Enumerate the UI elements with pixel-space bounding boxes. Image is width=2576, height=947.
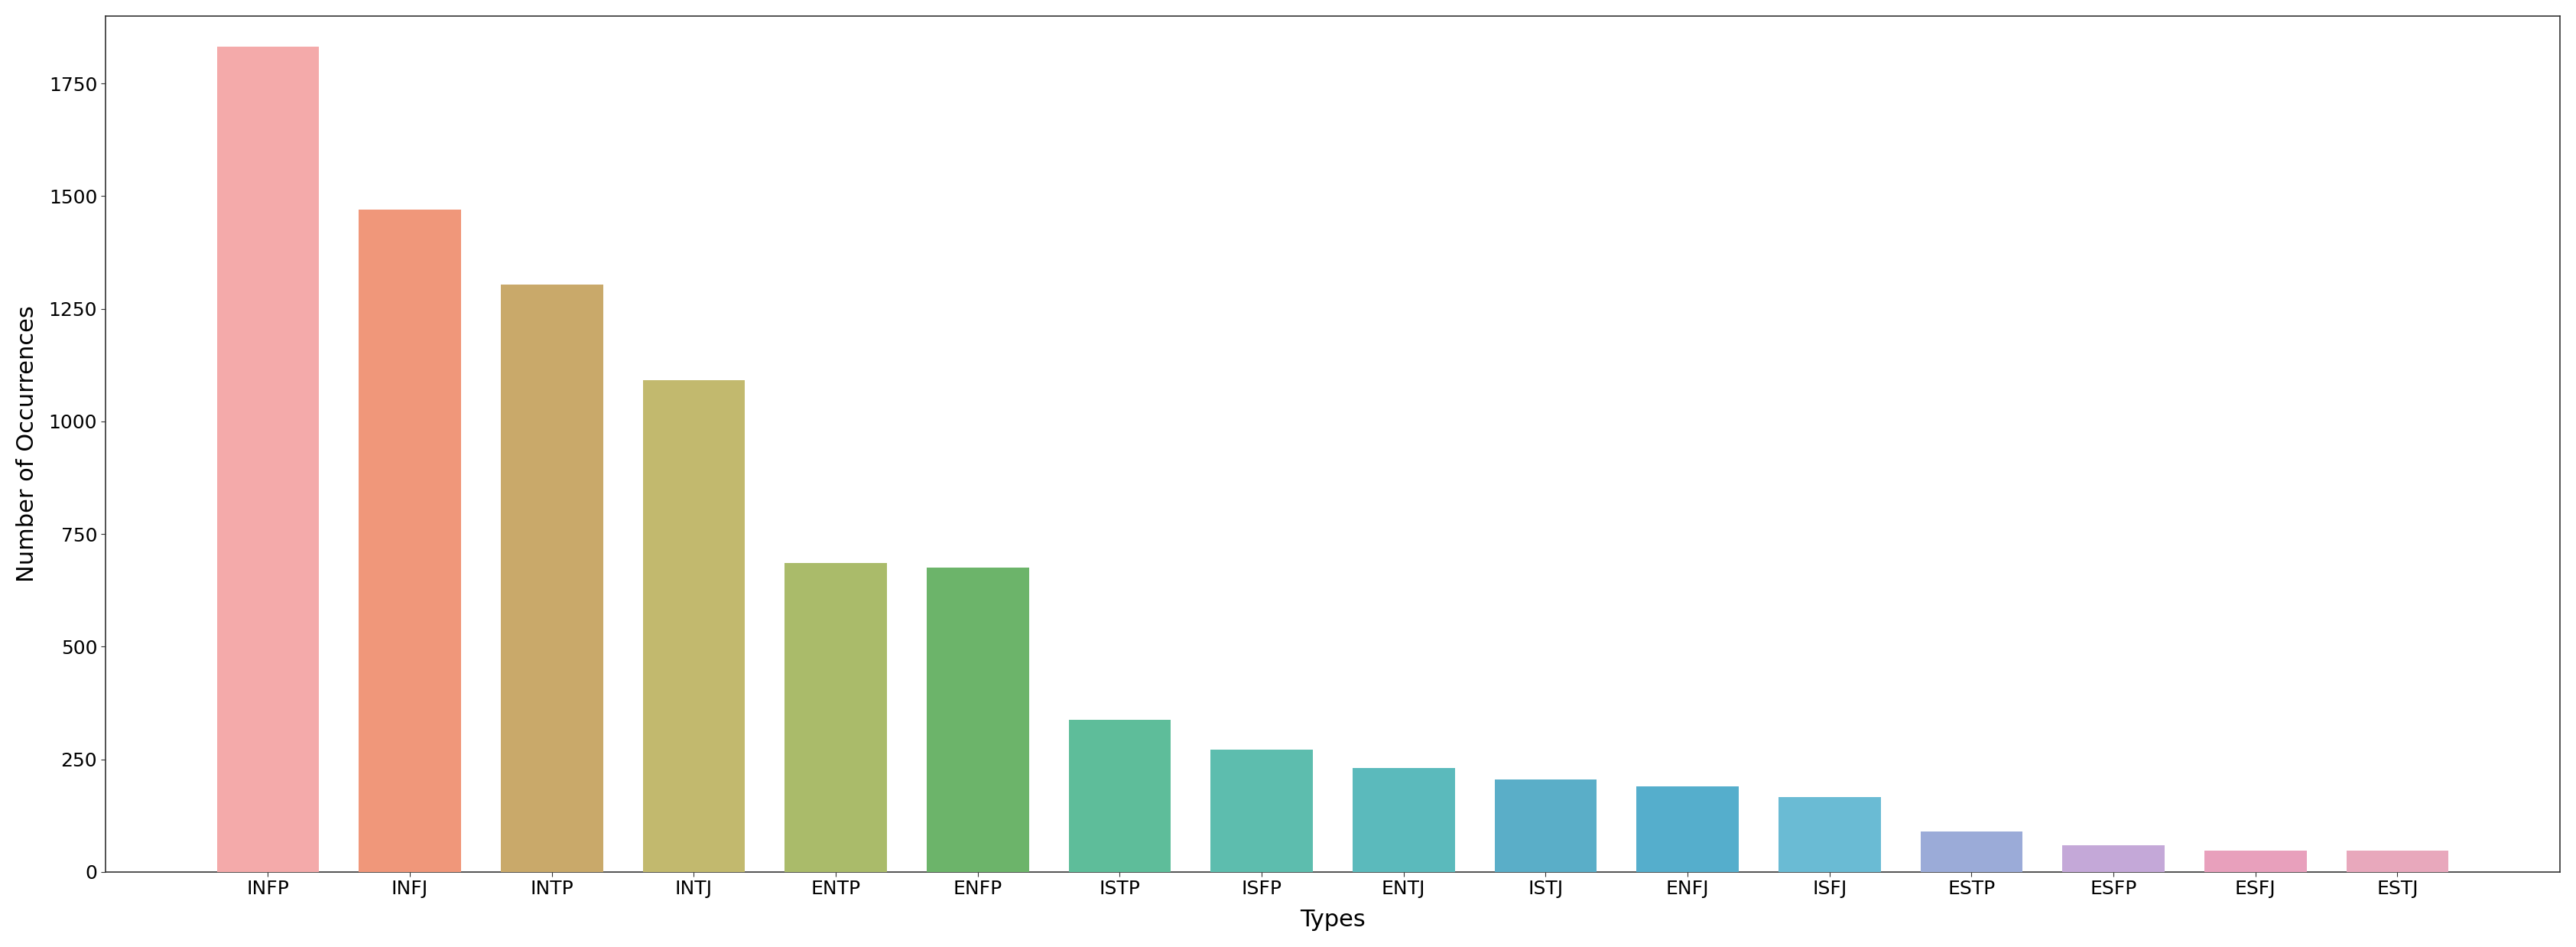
Bar bbox=[1919, 831, 2022, 872]
Bar bbox=[500, 284, 603, 872]
Bar bbox=[2347, 850, 2447, 872]
Bar bbox=[1636, 786, 1739, 872]
Bar bbox=[1069, 720, 1172, 872]
Bar bbox=[927, 568, 1028, 872]
X-axis label: Types: Types bbox=[1301, 909, 1365, 931]
Bar bbox=[2063, 846, 2164, 872]
Bar bbox=[786, 563, 886, 872]
Bar bbox=[644, 381, 744, 872]
Bar bbox=[2205, 850, 2306, 872]
Bar bbox=[1211, 750, 1314, 872]
Bar bbox=[1777, 797, 1880, 872]
Bar bbox=[358, 209, 461, 872]
Bar bbox=[1352, 768, 1455, 872]
Bar bbox=[216, 46, 319, 872]
Bar bbox=[1494, 779, 1597, 872]
Y-axis label: Number of Occurrences: Number of Occurrences bbox=[15, 306, 39, 582]
